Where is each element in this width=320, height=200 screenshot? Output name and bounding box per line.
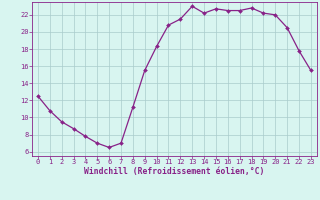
X-axis label: Windchill (Refroidissement éolien,°C): Windchill (Refroidissement éolien,°C) bbox=[84, 167, 265, 176]
